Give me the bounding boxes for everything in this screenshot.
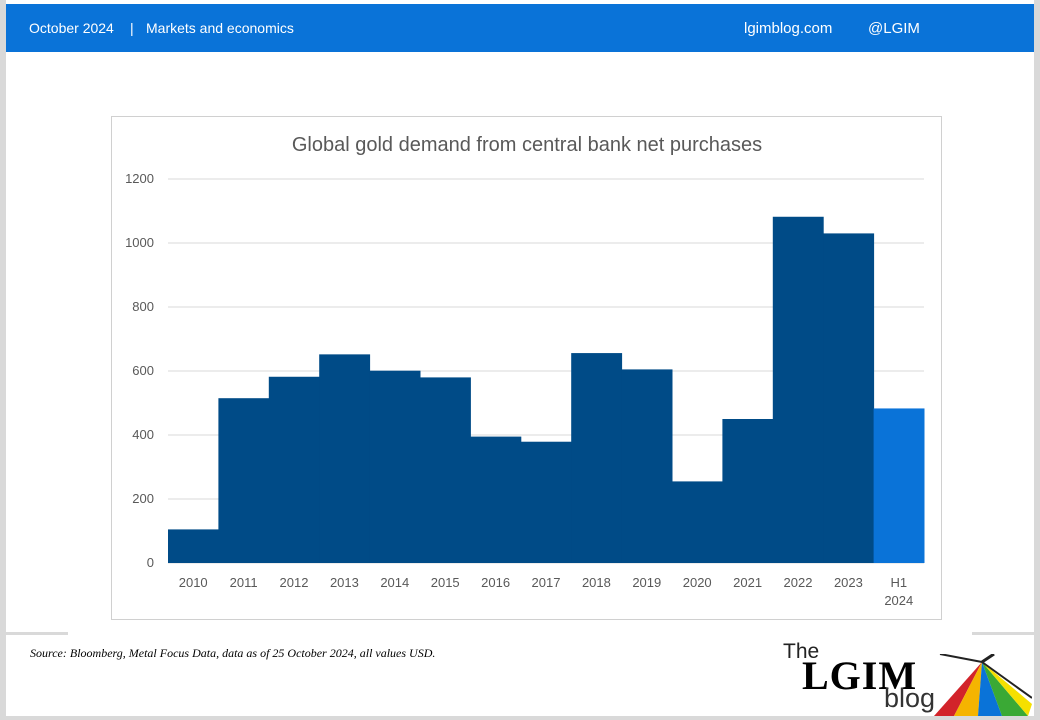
- bars: [168, 216, 925, 563]
- header-section: Markets and economics: [146, 20, 294, 36]
- chart-title: Global gold demand from central bank net…: [292, 134, 762, 156]
- source-note: Source: Bloomberg, Metal Focus Data, dat…: [30, 646, 436, 660]
- y-tick-label: 1200: [125, 171, 154, 186]
- x-tick-label: 2012: [280, 575, 309, 590]
- x-tick-label: 2010: [179, 575, 208, 590]
- y-tick-label: 800: [132, 299, 154, 314]
- logo-blog: blog: [884, 683, 936, 713]
- umbrella-icon: [934, 654, 1032, 716]
- bar-2023: [823, 233, 875, 563]
- x-axis-ticks: 2010 2011 2012 2013 2014 2015 2016 2017 2018 2019…: [179, 575, 914, 608]
- y-tick-label: 0: [147, 555, 154, 570]
- bar-2019: [621, 369, 673, 563]
- bar-2011: [218, 398, 270, 563]
- footer-divider-right: [972, 632, 1034, 635]
- bar-2012: [268, 376, 320, 563]
- logo-lgim: LGIM: [802, 653, 918, 698]
- bar-2022: [772, 216, 824, 563]
- x-tick-label: 2023: [834, 575, 863, 590]
- y-tick-label: 400: [132, 427, 154, 442]
- y-tick-label: 200: [132, 491, 154, 506]
- bar-2015: [420, 377, 471, 563]
- x-tick-label: 2020: [683, 575, 712, 590]
- bar-chart: Global gold demand from central bank net…: [125, 134, 925, 608]
- bar-2017: [520, 441, 572, 563]
- x-tick-label: 2018: [582, 575, 611, 590]
- header-bar: October 2024 | Markets and economics lgi…: [6, 4, 1034, 52]
- x-tick-label: 2014: [380, 575, 409, 590]
- chart-container: Global gold demand from central bank net…: [111, 116, 942, 620]
- bar-2010: [168, 529, 219, 563]
- y-tick-label: 1000: [125, 235, 154, 250]
- x-tick-label: H1 2024: [884, 575, 913, 608]
- bar-2014: [369, 370, 421, 563]
- footer-divider-left: [6, 632, 68, 635]
- header-handle-link[interactable]: @LGIM: [868, 20, 920, 37]
- header-site-link[interactable]: lgimblog.com: [744, 20, 833, 37]
- x-tick-label: 2013: [330, 575, 359, 590]
- x-tick-label: 2016: [481, 575, 510, 590]
- x-tick-label: 2022: [784, 575, 813, 590]
- bar-2016: [470, 436, 522, 563]
- header-separator: |: [130, 20, 134, 36]
- bar-2021: [722, 419, 774, 563]
- y-axis-ticks: 0 200 400 600 800 1000 1200: [125, 171, 154, 570]
- x-tick-label: 2021: [733, 575, 762, 590]
- bar-2018: [571, 353, 623, 563]
- lgim-blog-logo: The LGIM blog: [780, 640, 1034, 716]
- x-tick-label: 2015: [431, 575, 460, 590]
- bar-h1-2024: [873, 408, 925, 563]
- x-tick-label: 2019: [632, 575, 661, 590]
- x-tick-label: 2011: [230, 575, 258, 590]
- logo-the: The: [783, 640, 820, 663]
- header-date: October 2024: [29, 20, 114, 36]
- y-tick-label: 600: [132, 363, 154, 378]
- x-tick-label: 2017: [532, 575, 561, 590]
- bar-2013: [319, 354, 371, 563]
- bar-2020: [672, 481, 723, 563]
